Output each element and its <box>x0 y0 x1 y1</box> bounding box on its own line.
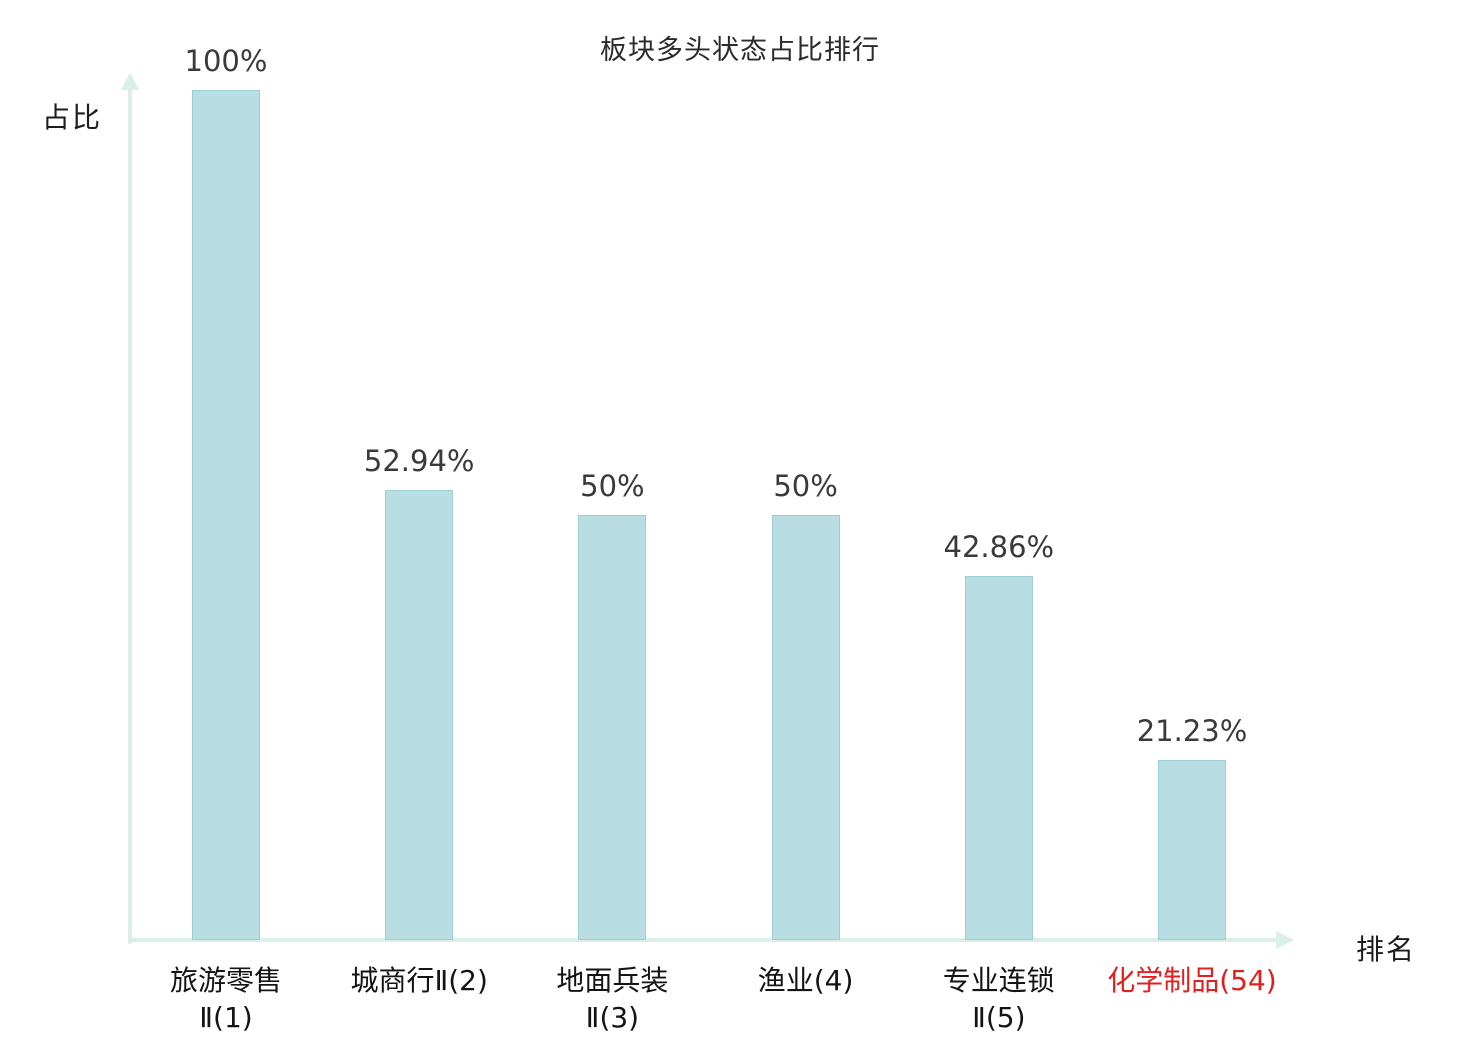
y-axis-arrow-icon <box>121 72 139 90</box>
bar-value-label: 21.23% <box>1136 713 1248 748</box>
bar <box>1158 759 1226 940</box>
chart-title: 板块多头状态占比排行 <box>600 35 880 66</box>
category-label: 专业连锁 Ⅱ(5) <box>942 964 1055 1034</box>
y-axis-line <box>128 88 132 944</box>
bar <box>771 515 840 940</box>
bar <box>385 490 454 940</box>
category-label: 城商行Ⅱ(2) <box>350 964 488 997</box>
bar-group: 50% <box>771 469 840 940</box>
category-label: 地面兵装 Ⅱ(3) <box>556 964 669 1034</box>
plot-area: 100% 52.94% 50% 50% 42.86% 21.23% <box>121 44 1294 949</box>
bar-group: 100% <box>185 44 267 940</box>
category-label: 旅游零售 Ⅱ(1) <box>169 964 282 1034</box>
bar-value-label: 50% <box>580 469 645 503</box>
bar-group: 21.23% <box>1137 714 1247 940</box>
bar-group: 42.86% <box>944 530 1054 940</box>
bar-group: 52.94% <box>364 444 474 940</box>
x-axis-label: 排名 <box>1356 933 1417 966</box>
x-axis-arrow-icon <box>1276 931 1294 949</box>
category-label: 化学制品(54) <box>1107 964 1277 997</box>
bar-value-label: 42.86% <box>943 529 1055 564</box>
bar <box>964 575 1033 940</box>
x-axis-line <box>128 938 1278 942</box>
category-label: 渔业(4) <box>757 964 854 997</box>
bar-group: 50% <box>578 469 647 940</box>
bar <box>192 90 260 940</box>
bar-value-label: 100% <box>184 44 268 78</box>
bar-value-label: 50% <box>773 469 838 503</box>
bar-value-label: 52.94% <box>363 444 475 479</box>
bar <box>578 515 647 940</box>
y-axis-label: 占比 <box>42 101 103 134</box>
